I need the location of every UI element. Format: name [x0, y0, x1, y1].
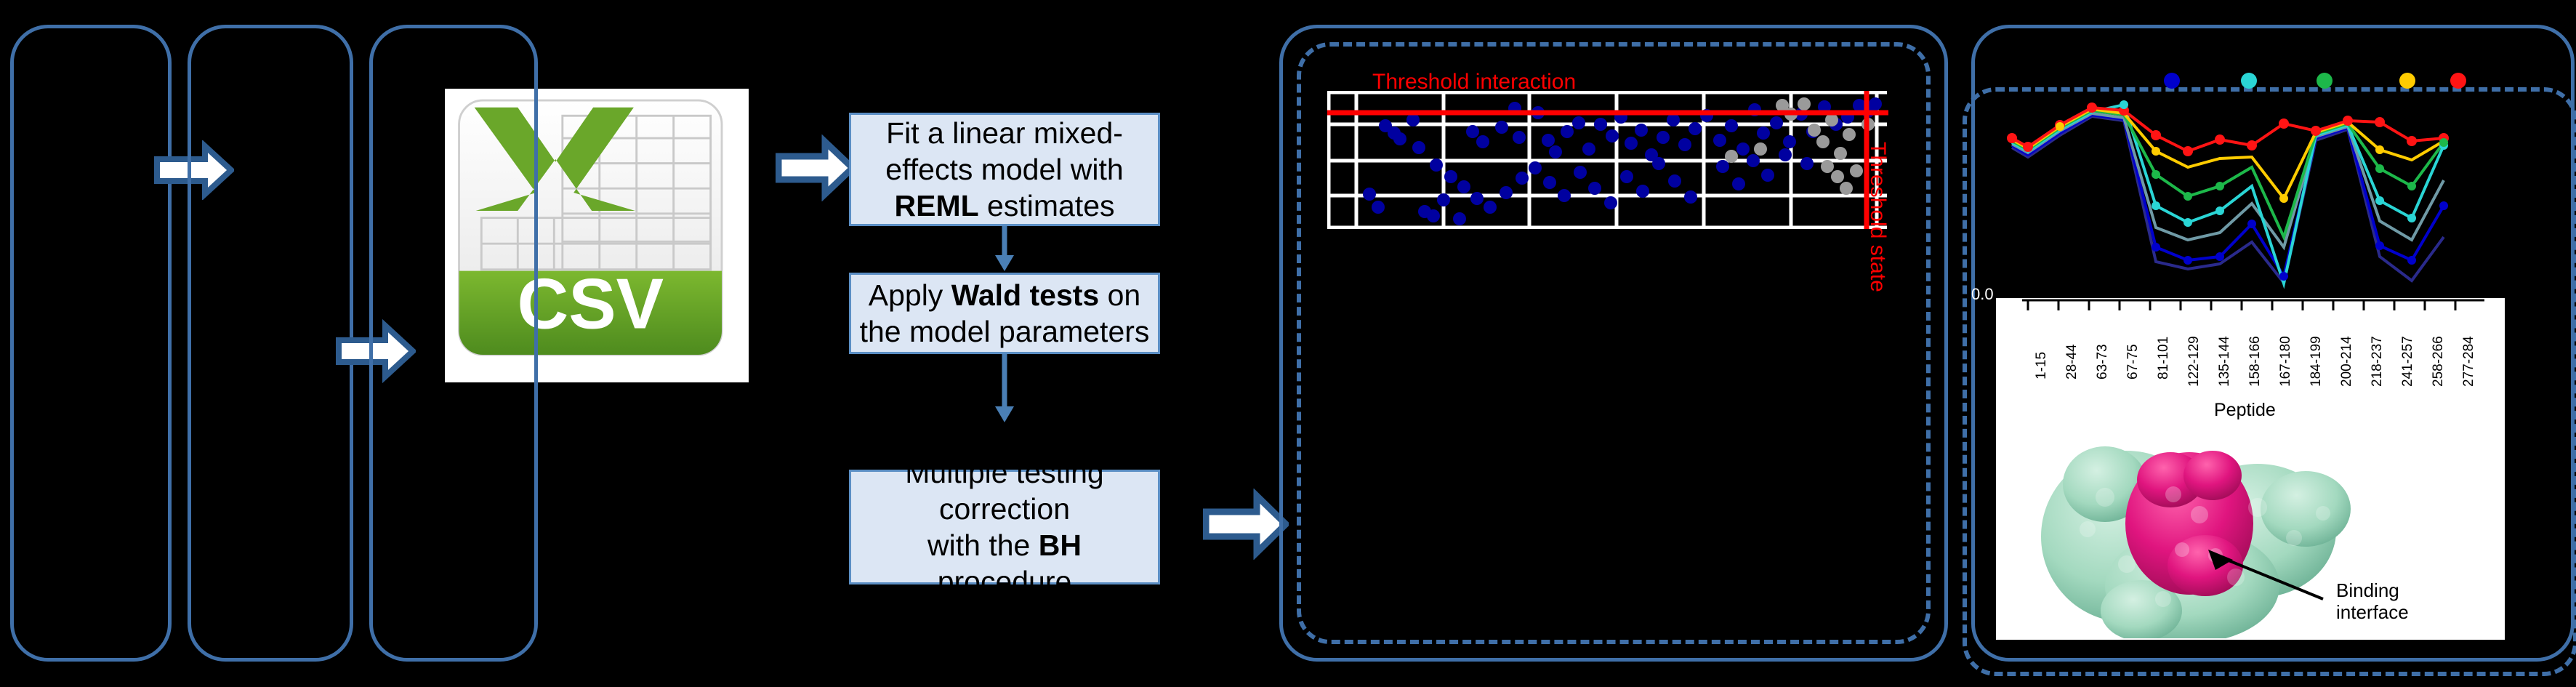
- step1-keyword: REML: [894, 189, 979, 223]
- tick-label: 122-129: [2186, 336, 2202, 387]
- tick-label: 200-214: [2339, 336, 2354, 387]
- analysis-panel: [369, 25, 538, 662]
- arrow-analysis-to-steps: [776, 134, 856, 201]
- tick-label: 81-101: [2156, 336, 2171, 379]
- step1-line1: Fit a linear mixed-: [886, 116, 1123, 150]
- step-wald-tests-box[interactable]: Apply Wald tests on the model parameters: [849, 273, 1160, 354]
- results-panel-dashed-inset: [1297, 42, 1931, 644]
- input-panel: [10, 25, 172, 662]
- arrow-steps-to-results: [1203, 489, 1289, 560]
- tick-label: 184-199: [2309, 336, 2324, 387]
- data-panel: [188, 25, 353, 662]
- step-multiple-testing-box[interactable]: Multiple testing correction with the BH …: [849, 456, 1160, 598]
- step-fit-model-box[interactable]: Fit a linear mixed- effects model with R…: [849, 113, 1160, 226]
- protein-surface-structure: [2018, 427, 2425, 640]
- tick-label: 28-44: [2064, 344, 2080, 379]
- step1-line3-rest: estimates: [978, 189, 1115, 223]
- tick-label: 277-284: [2461, 336, 2476, 387]
- step2-line2: the model parameters: [859, 315, 1150, 348]
- step3-line2: correction: [938, 491, 1070, 526]
- figure-card: 1-15 28-44 63-73 67-75 81-101 122-129 13…: [1996, 298, 2505, 640]
- tick-label: 167-180: [2278, 336, 2293, 387]
- arrow-data-to-analysis: [336, 318, 416, 384]
- tick-label: 218-237: [2370, 336, 2385, 387]
- step1-line2: effects model with: [885, 153, 1124, 186]
- tick-label: 158-166: [2247, 336, 2263, 387]
- threshold-interaction-label: Threshold interaction: [1372, 70, 1577, 94]
- results-panel: [1279, 25, 1948, 662]
- csv-icon-label: CSV: [517, 264, 664, 344]
- interpretation-panel: [1971, 25, 2575, 662]
- arrow-input-to-data: [154, 140, 234, 200]
- binding-interface-annotation: Binding interface: [2336, 579, 2409, 624]
- step2-keyword: Wald tests: [951, 278, 1100, 312]
- connector-step2-step3: [991, 354, 1018, 424]
- annotation-line2: interface: [2336, 600, 2409, 623]
- interpretation-panel-dashed-inset: [1963, 87, 2576, 676]
- csv-file-card[interactable]: CSV: [445, 89, 749, 382]
- y-axis-tick-label: 0.0: [1971, 285, 1994, 303]
- annotation-line1: Binding: [2336, 579, 2399, 601]
- x-axis-title: Peptide: [2214, 400, 2276, 420]
- step2-line1-pre: Apply: [868, 278, 951, 312]
- tick-label: 241-257: [2400, 336, 2415, 387]
- threshold-state-label: Threshold state: [1866, 142, 1890, 292]
- tick-label: 1-15: [2034, 351, 2049, 379]
- chart-legend: [2163, 71, 2512, 90]
- peptide-line-chart: [1992, 79, 2566, 293]
- tick-label: 135-144: [2217, 336, 2232, 387]
- connector-step1-step2: [991, 226, 1018, 273]
- step3-line1: Multiple testing: [905, 455, 1104, 489]
- tick-label: 63-73: [2095, 344, 2110, 379]
- tick-label: 67-75: [2125, 344, 2141, 379]
- step3-keyword: BH: [1038, 529, 1082, 562]
- csv-icon: CSV: [458, 99, 723, 356]
- step3-line3-pre: with the: [927, 529, 1039, 562]
- step2-line1-post: on: [1099, 278, 1141, 312]
- tick-label: 258-266: [2431, 336, 2446, 387]
- scatter-plot-area: [1327, 91, 1888, 229]
- step3-line3-post: procedure: [937, 565, 1072, 599]
